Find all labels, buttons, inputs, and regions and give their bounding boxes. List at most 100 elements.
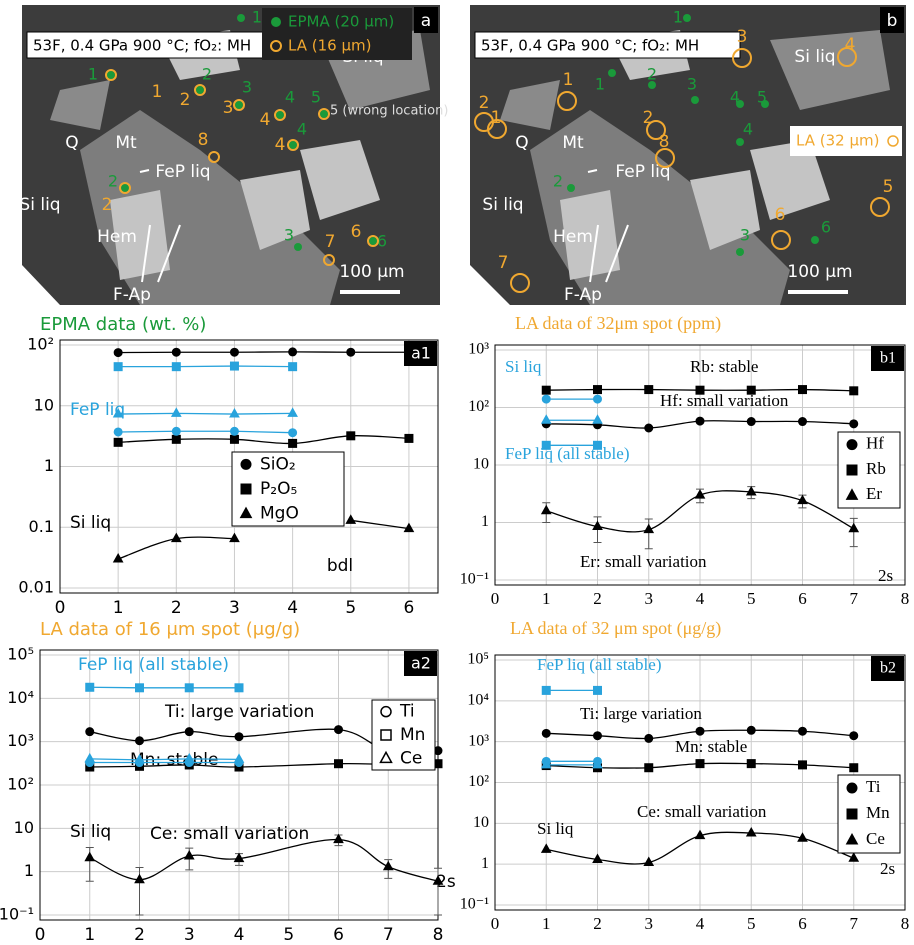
epma-spot [736, 138, 744, 146]
panel-label: b1 [880, 350, 896, 367]
marker [645, 386, 653, 394]
y-tick-label: 10³ [468, 732, 489, 749]
y-tick-label: 10 [473, 456, 489, 473]
epma-spot [811, 236, 819, 244]
y-tick-label: 1 [44, 456, 54, 475]
y-tick-label: 10⁻¹ [0, 905, 34, 924]
chart-title: LA data of 32 μm spot (μg/g) [510, 618, 721, 639]
marker [85, 754, 94, 762]
marker [747, 487, 756, 495]
panel-label: a1 [411, 344, 431, 363]
x-tick-label: 2 [593, 589, 602, 608]
x-tick-label: 1 [542, 589, 551, 608]
epma-spot-label: 4 [743, 120, 753, 139]
chart-title: EPMA data (wt. %) [40, 314, 206, 335]
epma-spot-label: 4 [285, 88, 295, 107]
epma-spot [276, 111, 284, 119]
marker [542, 441, 550, 449]
epma-spot [608, 69, 616, 77]
marker [542, 395, 550, 403]
x-tick-label: 3 [645, 914, 654, 933]
chart: LA data of 32μm spot (ppm)01234567810⁻¹1… [460, 313, 910, 608]
marker [849, 524, 858, 532]
epma-spot [683, 14, 691, 22]
x-tick-label: 7 [850, 589, 859, 608]
epma-spot-label: 2 [202, 65, 212, 84]
epma-spot-label: 3 [242, 78, 252, 97]
marker [747, 418, 755, 426]
marker [542, 686, 550, 694]
epma-spot [289, 141, 297, 149]
marker [136, 737, 144, 745]
panel-label: b2 [880, 660, 896, 677]
marker [799, 386, 807, 394]
x-tick-label: 6 [333, 925, 344, 941]
marker [114, 428, 122, 436]
marker [289, 348, 297, 356]
y-tick-label: 10² [468, 398, 489, 415]
epma-spot-label: 1 [673, 8, 683, 27]
series-line [90, 840, 438, 882]
annotation: FeP liq (all stable) [78, 655, 229, 675]
y-tick-label: 10⁴ [467, 692, 489, 709]
marker [696, 386, 704, 394]
legend-label: EPMA (20 μm) [288, 13, 394, 31]
annotation: 2s [878, 566, 893, 585]
marker [86, 683, 94, 691]
chart: LA data of 16 μm spot (μg/g)01234567810⁻… [0, 619, 456, 941]
figure: 53F, 0.4 GPa 900 °C; fO₂: MHaSi liqQMtFe… [0, 0, 914, 941]
phase-label: F-Ap [564, 285, 602, 305]
marker [230, 534, 239, 542]
phase-label: FeP liq [155, 162, 210, 182]
la-spot-label: 1 [152, 82, 163, 102]
series-line [118, 352, 409, 353]
la-spot-label: 8 [198, 130, 209, 150]
scale-label: 100 μm [787, 262, 852, 282]
marker [289, 429, 297, 437]
x-tick-label: 6 [798, 589, 807, 608]
series-line [90, 687, 239, 688]
epma-spot [320, 110, 328, 118]
x-tick-label: 3 [645, 589, 654, 608]
x-tick-label: 4 [287, 598, 298, 618]
x-tick-label: 1 [113, 598, 124, 618]
annotation: Si liq [70, 513, 111, 533]
marker [593, 415, 602, 423]
epma-spot-label: 3 [284, 226, 294, 245]
la-spot-label: 7 [325, 232, 336, 252]
epma-spot-label: 1 [252, 8, 262, 27]
marker [235, 733, 243, 741]
chart-title: LA data of 16 μm spot (μg/g) [40, 619, 300, 640]
phase-label: Si liq [794, 47, 835, 67]
annotation: Ce: small variation [150, 824, 309, 844]
legend-dot [271, 17, 281, 27]
la-spot-label: 6 [351, 222, 362, 242]
la-spot-label: 4 [845, 35, 856, 55]
marker [230, 435, 238, 443]
la-spot-label: 5 [883, 177, 894, 197]
annotation: Ti: large variation [164, 702, 314, 722]
la-spot-label: 1 [563, 70, 574, 90]
y-tick-label: 10 [14, 818, 34, 837]
marker [172, 435, 180, 443]
legend-marker [847, 809, 857, 819]
series-line [118, 413, 292, 414]
marker [747, 726, 755, 734]
marker [335, 760, 343, 768]
x-tick-label: 6 [404, 598, 415, 618]
marker [114, 363, 122, 371]
marker [114, 349, 122, 357]
x-tick-label: 5 [747, 589, 756, 608]
phase-label: Si liq [482, 195, 523, 215]
marker [645, 734, 653, 742]
epma-spot-label: 2 [108, 172, 118, 191]
marker [347, 348, 355, 356]
panel-label: a2 [411, 654, 431, 673]
marker [594, 386, 602, 394]
epma-spot [121, 184, 129, 192]
caption: 53F, 0.4 GPa 900 °C; fO₂: MH [33, 37, 251, 55]
legend-label: Hf [866, 434, 884, 453]
marker [645, 424, 653, 432]
legend-label: Mn [400, 725, 425, 745]
legend-label: Ce [400, 748, 422, 768]
